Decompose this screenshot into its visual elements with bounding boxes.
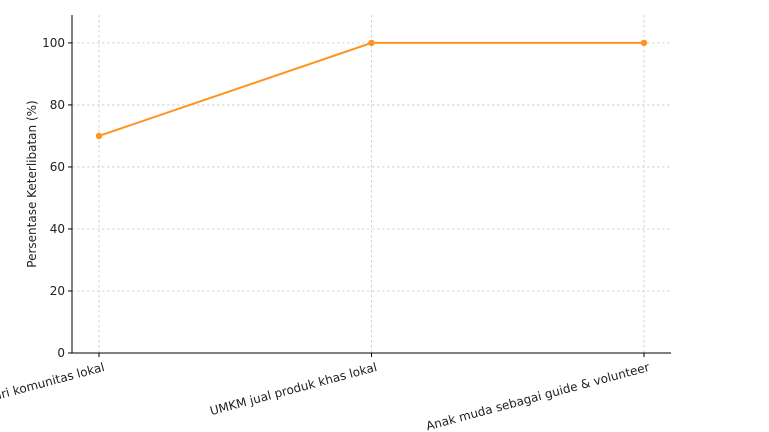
y-tick-label: 0 <box>57 346 65 360</box>
data-point <box>368 39 375 47</box>
series-line <box>95 39 648 140</box>
tick-marks <box>68 42 645 357</box>
y-tick-label: 20 <box>50 284 65 298</box>
data-point <box>95 132 103 140</box>
y-tick-label: 60 <box>50 160 65 174</box>
data-point <box>640 39 648 47</box>
y-axis-label: Persentase Keterlibatan (%) <box>25 100 39 267</box>
x-tick-label: UMKM jual produk khas lokal <box>208 360 378 418</box>
tick-labels: 0 20 40 60 80 100 Panitia dari komunitas lokal… <box>0 36 651 432</box>
x-tick-label: Panitia dari komunitas lokal <box>0 360 106 416</box>
x-tick-label: Anak muda sebagai guide & volunteer <box>425 360 651 432</box>
y-tick-label: 40 <box>50 222 65 236</box>
grid-lines <box>72 15 671 354</box>
y-tick-label: 100 <box>42 36 65 50</box>
y-tick-label: 80 <box>50 98 65 112</box>
